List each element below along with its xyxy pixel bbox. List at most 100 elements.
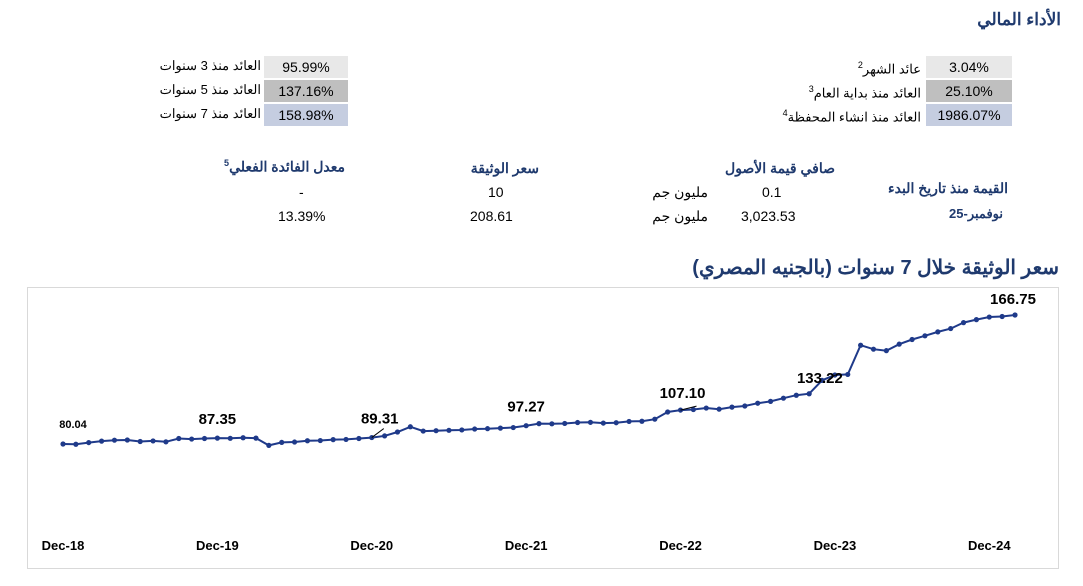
data-point [819, 377, 825, 383]
data-point [587, 419, 594, 425]
return-value-5y: 137.16% [264, 80, 348, 102]
header-inception: القيمة منذ تاريخ البدء [888, 180, 1008, 196]
data-point [86, 439, 92, 446]
x-tick-label: Dec-21 [505, 538, 548, 553]
data-point [394, 429, 401, 435]
data-label: 107.10 [660, 385, 706, 402]
data-point [150, 438, 156, 444]
data-point [922, 333, 928, 339]
data-point [652, 416, 658, 422]
data-point [510, 424, 516, 431]
header-price: سعر الوثيقة [470, 160, 539, 176]
data-point [690, 406, 696, 413]
data-point [98, 438, 105, 444]
x-tick-label: Dec-18 [42, 538, 85, 553]
chart-frame [27, 287, 1059, 569]
data-point [767, 398, 774, 404]
data-point [227, 435, 233, 441]
return-label-ytd: العائد منذ بداية العام3 [808, 84, 921, 101]
return-label-7y: العائد منذ 7 سنوات [159, 106, 261, 121]
row1-nav-unit: مليون جم [652, 184, 708, 200]
return-value-7y: 158.98% [264, 104, 348, 126]
data-point [60, 441, 66, 447]
data-point [986, 314, 992, 320]
data-point [935, 329, 941, 335]
x-tick-label: Dec-24 [968, 538, 1011, 553]
data-point [137, 438, 143, 445]
x-tick-label: Dec-22 [659, 538, 702, 553]
return-value-ytd: 25.10% [926, 80, 1012, 102]
data-label-leader [826, 374, 836, 382]
data-point [665, 409, 671, 415]
row2-nav-unit: مليون جم [652, 208, 708, 224]
data-point [73, 441, 79, 447]
data-point [214, 435, 220, 441]
row2-date: نوفمبر-25 [949, 206, 1003, 221]
data-point [446, 427, 452, 433]
data-point [459, 427, 465, 433]
return-value-inception: 1986.07% [926, 104, 1012, 126]
page-title: الأداء المالي [977, 10, 1061, 29]
data-point [343, 436, 349, 443]
row2-yield: 13.39% [278, 208, 326, 224]
chart-title: سعر الوثيقة خلال 7 سنوات (بالجنيه المصري… [692, 257, 1059, 279]
data-point [433, 428, 439, 434]
x-tick-label: Dec-19 [196, 538, 239, 553]
return-label-inception: العائد منذ انشاء المحفظة4 [782, 108, 921, 125]
data-point [755, 400, 761, 406]
data-point [279, 439, 285, 446]
data-point [870, 346, 877, 352]
data-point [948, 325, 954, 332]
data-point [973, 317, 980, 323]
data-label: 87.35 [199, 411, 237, 428]
row2-price: 208.61 [470, 208, 513, 224]
data-label: 133.22 [797, 370, 843, 387]
row1-yield: - [299, 184, 304, 200]
data-point [574, 419, 581, 426]
return-label-month: عائد الشهر2 [857, 60, 921, 77]
data-label-leader [680, 405, 697, 411]
data-point [536, 421, 542, 427]
data-point [999, 313, 1005, 320]
data-point [266, 442, 272, 448]
data-label-leader [371, 428, 385, 438]
data-point [562, 420, 568, 427]
return-label-3y: العائد منذ 3 سنوات [159, 58, 261, 73]
x-tick-label: Dec-20 [350, 538, 393, 553]
data-point [382, 433, 388, 439]
data-point [896, 341, 902, 347]
data-point [304, 438, 311, 444]
data-point [960, 320, 967, 326]
data-point [549, 421, 555, 427]
data-point [845, 371, 851, 378]
data-point [806, 391, 812, 397]
data-label: 89.31 [361, 411, 399, 428]
data-point [909, 336, 915, 343]
data-point [420, 428, 426, 434]
row2-nav-value: 3,023.53 [741, 208, 796, 224]
data-point [484, 426, 491, 432]
header-nav: صافي قيمة الأصول [725, 160, 835, 176]
data-point [472, 426, 478, 432]
data-point [317, 437, 323, 444]
data-point [1012, 312, 1018, 318]
row1-price: 10 [488, 184, 504, 200]
data-point [240, 435, 246, 441]
data-point [111, 437, 118, 443]
data-point [176, 435, 182, 442]
data-point [291, 439, 298, 445]
return-value-3y: 95.99% [264, 56, 348, 78]
data-point [253, 435, 259, 441]
data-point [201, 435, 208, 442]
data-point [497, 425, 504, 431]
data-point [858, 342, 864, 348]
data-label: 97.27 [507, 399, 545, 416]
data-point [613, 420, 619, 426]
data-point [883, 348, 889, 354]
data-point [639, 418, 645, 424]
data-point [742, 403, 748, 409]
data-point [356, 435, 362, 442]
data-point [407, 424, 413, 430]
data-point [163, 439, 169, 445]
